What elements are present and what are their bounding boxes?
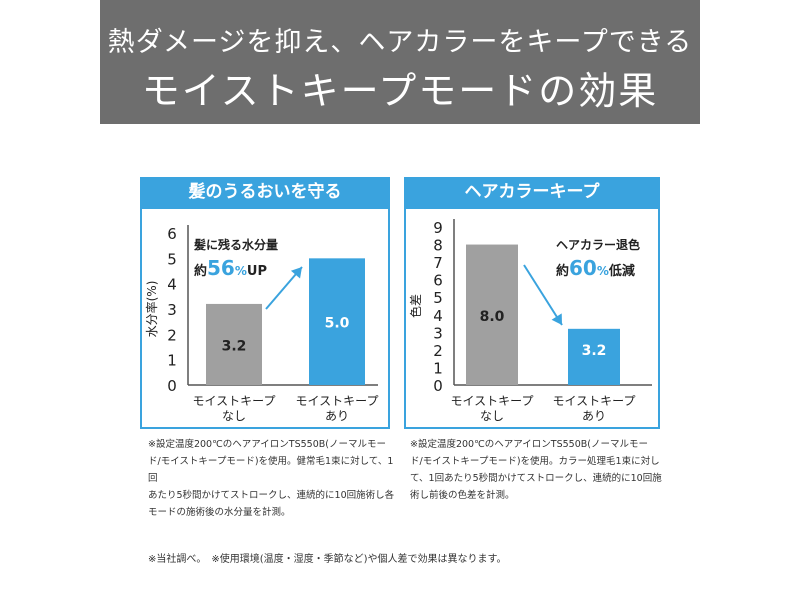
y-tick-label: 2 (167, 326, 177, 344)
x-tick-label: モイストキープ (193, 394, 276, 408)
y-tick-label: 0 (433, 377, 443, 395)
y-tick-label: 6 (433, 272, 443, 290)
bar-value-label: 5.0 (325, 316, 350, 332)
y-tick-label: 1 (167, 352, 177, 370)
footer-note: ※当社調べ。 ※使用環境(温度・湿度・季節など)や個人差で効果は異なります。 (148, 554, 507, 565)
annotation-line2: 約60%低減 (556, 256, 635, 280)
y-axis-label: 水分率(%) (144, 281, 159, 338)
x-tick-label: なし (480, 409, 504, 423)
right-chart-frame: 0 1 2 3 4 5 6 7 8 9 色差 8.0 モイストキープ なし 3.2 モイストキープ あり ヘアカラ… (404, 207, 660, 429)
y-tick-label: 5 (433, 289, 443, 307)
header-line1: 熱ダメージを抑え、ヘアカラーをキープできる (107, 27, 693, 58)
y-tick-label: 9 (433, 219, 443, 237)
y-tick-label: 8 (433, 237, 443, 255)
bar-value-label: 8.0 (480, 309, 505, 325)
y-tick-label: 3 (167, 301, 177, 319)
left-note: ※設定温度200℃のヘアアイロンTS550B(ノーマルモー ド/モイストキープモ… (148, 439, 395, 518)
bar (309, 258, 365, 385)
trend-arrow-head (290, 267, 302, 279)
annotation-line1: ヘアカラー退色 (556, 237, 640, 252)
left-chart: 0123456水分率(%)3.2モイストキープなし5.0モイストキープあり髪に残… (144, 225, 379, 423)
x-tick-label: モイストキープ (296, 394, 379, 408)
bar (568, 328, 620, 385)
trend-arrow-head (551, 313, 562, 325)
y-tick-label: 4 (433, 307, 443, 325)
annotation-line2: 約56%UP (194, 256, 267, 280)
bar (466, 244, 518, 385)
y-tick-label: 6 (167, 225, 177, 243)
left-chart-frame: 0 1 2 3 4 5 6 水分率(%) 3.2 モイストキープ なし 5.0 モイストキープ あり 髪に残… (140, 207, 390, 429)
y-tick-label: 5 (167, 250, 177, 268)
y-tick-label: 2 (433, 342, 443, 360)
y-tick-label: 7 (433, 254, 443, 272)
x-tick-label: モイストキープ (553, 394, 636, 408)
annotation-line1: 髪に残る水分量 (193, 237, 278, 252)
y-tick-label: 0 (167, 377, 177, 395)
left-panel-title: 髪のうるおいを守る (140, 177, 390, 207)
x-tick-label: あり (325, 409, 349, 423)
header-line2: モイストキープモードの効果 (141, 69, 659, 113)
y-tick-label: 4 (167, 276, 177, 294)
x-tick-label: なし (222, 409, 246, 423)
bar-value-label: 3.2 (582, 343, 607, 359)
y-tick-label: 1 (433, 359, 443, 377)
bar (206, 303, 262, 385)
right-note: ※設定温度200℃のヘアアイロンTS550B(ノーマルモー ド/モイストキープモ… (410, 439, 662, 501)
header-banner: 熱ダメージを抑え、ヘアカラーをキープできる モイストキープモードの効果 (100, 0, 700, 124)
y-tick-label: 3 (433, 324, 443, 342)
right-panel-title: ヘアカラーキープ (404, 177, 660, 207)
bar-value-label: 3.2 (222, 338, 247, 354)
trend-arrow-line (523, 264, 563, 326)
y-axis-label: 色差 (409, 294, 423, 318)
x-tick-label: モイストキープ (451, 394, 534, 408)
x-tick-label: あり (582, 409, 606, 423)
